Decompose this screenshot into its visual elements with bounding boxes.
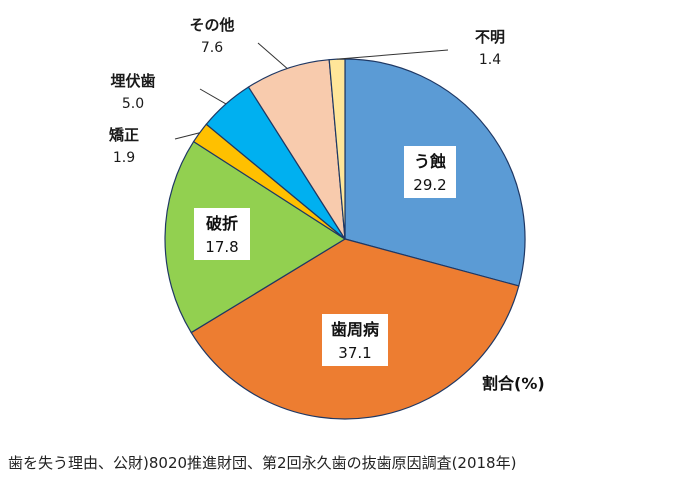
pie-slice-fracture — [164, 140, 347, 334]
slice-label-box-periodontal — [322, 314, 388, 366]
slice-value-unknown: 1.4 — [479, 52, 501, 68]
slice-labels: う蝕 29.2 歯周病 37.1 破折 17.8 矯正 1.9 埋伏歯 5.0 その他 7.6 不明 1.… — [109, 16, 505, 366]
slice-value-periodontal: 37.1 — [338, 344, 371, 362]
slice-label-orthodontic: 矯正 — [109, 126, 139, 144]
slice-label-periodontal: 歯周病 — [331, 320, 379, 339]
chart-caption: 歯を失う理由、公財)8020推進財団、第2回永久歯の抜歯原因調査(2018年) — [8, 454, 517, 472]
slice-label-fracture: 破折 — [206, 214, 238, 233]
slice-value-impacted: 5.0 — [122, 96, 144, 112]
slice-label-impacted: 埋伏歯 — [110, 72, 155, 90]
slice-value-orthodontic: 1.9 — [113, 150, 135, 166]
leader-line-impacted — [199, 88, 227, 105]
leader-line-unknown — [337, 49, 449, 60]
slice-label-box-fracture — [194, 208, 250, 260]
leader-lines — [174, 42, 449, 140]
leader-line-orthodontic — [174, 132, 200, 140]
slice-value-other: 7.6 — [201, 40, 223, 56]
slice-label-other: その他 — [189, 16, 234, 34]
slice-value-fracture: 17.8 — [205, 238, 238, 256]
unit-label: 割合(%) — [482, 374, 545, 393]
slice-value-caries: 29.2 — [413, 176, 446, 194]
leader-line-other — [257, 42, 288, 69]
slice-label-unknown: 不明 — [475, 28, 505, 46]
pie-chart: う蝕 29.2 歯周病 37.1 破折 17.8 矯正 1.9 埋伏歯 5.0 その他 7.6 不明 1.… — [109, 16, 545, 420]
slice-label-box-caries — [404, 146, 456, 198]
slice-label-caries: う蝕 — [414, 152, 446, 171]
